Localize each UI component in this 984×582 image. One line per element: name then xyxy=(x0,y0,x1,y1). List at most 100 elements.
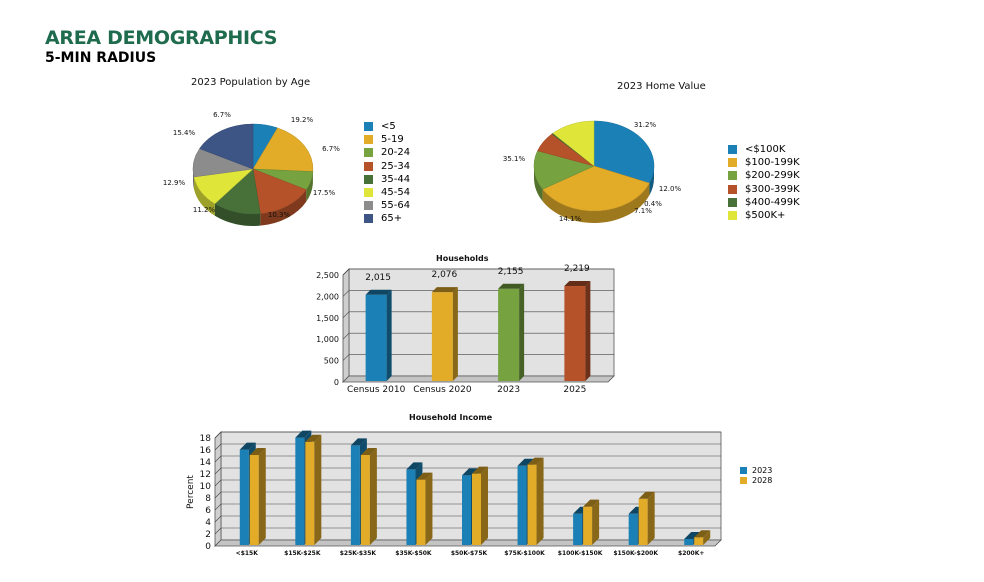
age-legend-item: 35-44 xyxy=(364,173,410,186)
age-legend-label: 55-64 xyxy=(381,200,411,212)
income-bar-2028-35k-50k-side xyxy=(425,472,433,545)
income-legend-swatch xyxy=(740,476,747,484)
income-gridline xyxy=(214,515,222,523)
age-legend: <5 5-19 20-24 25-34 35-44 45-54 55-64 65+ xyxy=(364,120,410,226)
households-gridline xyxy=(342,268,350,276)
age-pie-side xyxy=(306,171,313,202)
income-x-tick-label: $50K-$75K xyxy=(451,550,488,557)
home-legend-label: $300-399K xyxy=(745,183,800,195)
households-gridline xyxy=(342,311,350,319)
households-bar-census-2020-side xyxy=(452,287,458,381)
income-bar-2023-150k-200k xyxy=(628,513,638,545)
income-x-tick-label: $15K-$25K xyxy=(284,550,321,557)
home-pie xyxy=(533,120,655,224)
households-bar-2023-top xyxy=(498,283,525,289)
age-legend-swatch xyxy=(364,148,373,158)
age-value-label: 19.2% xyxy=(291,116,314,124)
age-pie-slice-5-19 xyxy=(252,127,314,172)
income-legend-item: 2028 xyxy=(740,475,772,485)
households-y-tick-label: 500 xyxy=(324,357,339,366)
income-bar-2028-100k-150k-top xyxy=(583,499,600,507)
age-legend-item: <5 xyxy=(364,120,410,133)
households-plot: 0 500 1,000 1,500 2,000 2,500 2,015 Census 2010… xyxy=(316,264,615,395)
home-legend-item: <$100K xyxy=(728,143,800,156)
income-x-tick-label: $35K-$50K xyxy=(395,550,432,557)
income-y-tick-label: 4 xyxy=(205,518,211,528)
home-value-label: 7.1% xyxy=(634,207,652,215)
home-legend-label: $500K+ xyxy=(745,210,786,222)
income-bar-2028-100k-150k-side xyxy=(592,499,600,545)
age-legend-item: 55-64 xyxy=(364,199,410,212)
income-bar-2028-150k-200k-top xyxy=(638,491,655,499)
income-bar-2023-15k-top xyxy=(239,442,256,450)
income-bar-2023-15k xyxy=(239,449,249,545)
home-legend-label: $200-299K xyxy=(745,170,800,182)
home-legend-swatch xyxy=(728,171,737,181)
households-gridline xyxy=(342,290,350,297)
income-gridline xyxy=(214,503,222,511)
home-value-label: 14.1% xyxy=(559,215,582,223)
age-chart-title: 2023 Population by Age xyxy=(191,77,311,88)
age-legend-swatch xyxy=(364,174,373,184)
home-legend-swatch xyxy=(728,145,737,155)
home-legend-swatch xyxy=(728,158,737,168)
income-gridline xyxy=(214,491,222,499)
home-pie-side xyxy=(542,183,650,224)
income-bar-2028-15k xyxy=(249,455,259,545)
households-value-label: 2,155 xyxy=(498,267,524,277)
age-value-label: 6.7% xyxy=(213,111,231,119)
households-bar-census-2010 xyxy=(365,294,387,381)
income-bar-2028-35k-50k xyxy=(416,479,426,545)
income-y-tick-label: 0 xyxy=(205,542,211,552)
households-x-tick-label: 2025 xyxy=(563,385,586,395)
home-legend-item: $400-499K xyxy=(728,196,800,209)
income-bar-2028-200k-top xyxy=(694,530,711,538)
home-pie-side xyxy=(534,166,543,202)
age-value-label: 15.4% xyxy=(173,129,196,137)
age-pie-side xyxy=(260,189,307,226)
income-bar-2028-15k-side xyxy=(258,448,266,545)
income-legend: 2023 2028 xyxy=(740,465,772,485)
income-gridline xyxy=(214,479,222,487)
households-bar-2025-top xyxy=(564,281,591,287)
home-legend-item: $100-199K xyxy=(728,156,800,169)
home-chart-title: 2023 Home Value xyxy=(617,81,706,92)
age-legend-swatch xyxy=(364,135,373,145)
age-value-label: 11.2% xyxy=(193,206,216,214)
age-value-label: 6.7% xyxy=(322,145,340,153)
households-y-tick-label: 2,000 xyxy=(316,292,339,301)
income-bar-2023-75k-100k xyxy=(517,465,527,545)
households-bar-census-2010-side xyxy=(386,289,392,381)
households-side-wall xyxy=(342,268,350,383)
age-legend-swatch xyxy=(364,188,373,198)
home-legend-swatch xyxy=(728,211,737,221)
page-title: AREA DEMOGRAPHICS xyxy=(45,27,278,49)
households-x-tick-label: Census 2020 xyxy=(413,385,472,395)
age-legend-swatch xyxy=(364,214,373,224)
income-bar-2028-100k-150k xyxy=(583,506,593,545)
age-legend-item: 25-34 xyxy=(364,160,410,173)
age-legend-item: 65+ xyxy=(364,212,410,225)
age-value-label: 17.5% xyxy=(313,189,336,197)
age-legend-swatch xyxy=(364,122,373,132)
income-bar-2028-150k-200k-side xyxy=(647,491,655,545)
households-x-tick-label: 2023 xyxy=(497,385,520,395)
households-bar-census-2020 xyxy=(431,292,453,381)
age-legend-item: 20-24 xyxy=(364,146,410,159)
income-bar-2023-50k-75k xyxy=(462,475,471,545)
income-bar-2023-200k xyxy=(684,539,694,545)
income-bar-2028-50k-75k xyxy=(472,473,481,545)
income-bar-2023-50k-75k-top xyxy=(462,468,478,476)
income-x-tick-label: <$15K xyxy=(236,550,259,557)
income-bar-2028-15k-25k xyxy=(305,441,315,545)
age-legend-label: 25-34 xyxy=(381,160,411,172)
income-bar-2028-200k-side xyxy=(703,530,711,545)
income-bar-2023-100k-150k xyxy=(573,513,583,545)
income-y-tick-label: 18 xyxy=(200,434,212,444)
home-legend-swatch xyxy=(728,184,737,194)
households-bar-2025 xyxy=(564,286,586,381)
income-bar-2028-75k-100k-top xyxy=(527,457,544,465)
households-bar-2025-side xyxy=(585,281,591,381)
income-x-tick-label: $100K-$150K xyxy=(558,550,603,557)
home-legend-label: <$100K xyxy=(745,144,786,156)
